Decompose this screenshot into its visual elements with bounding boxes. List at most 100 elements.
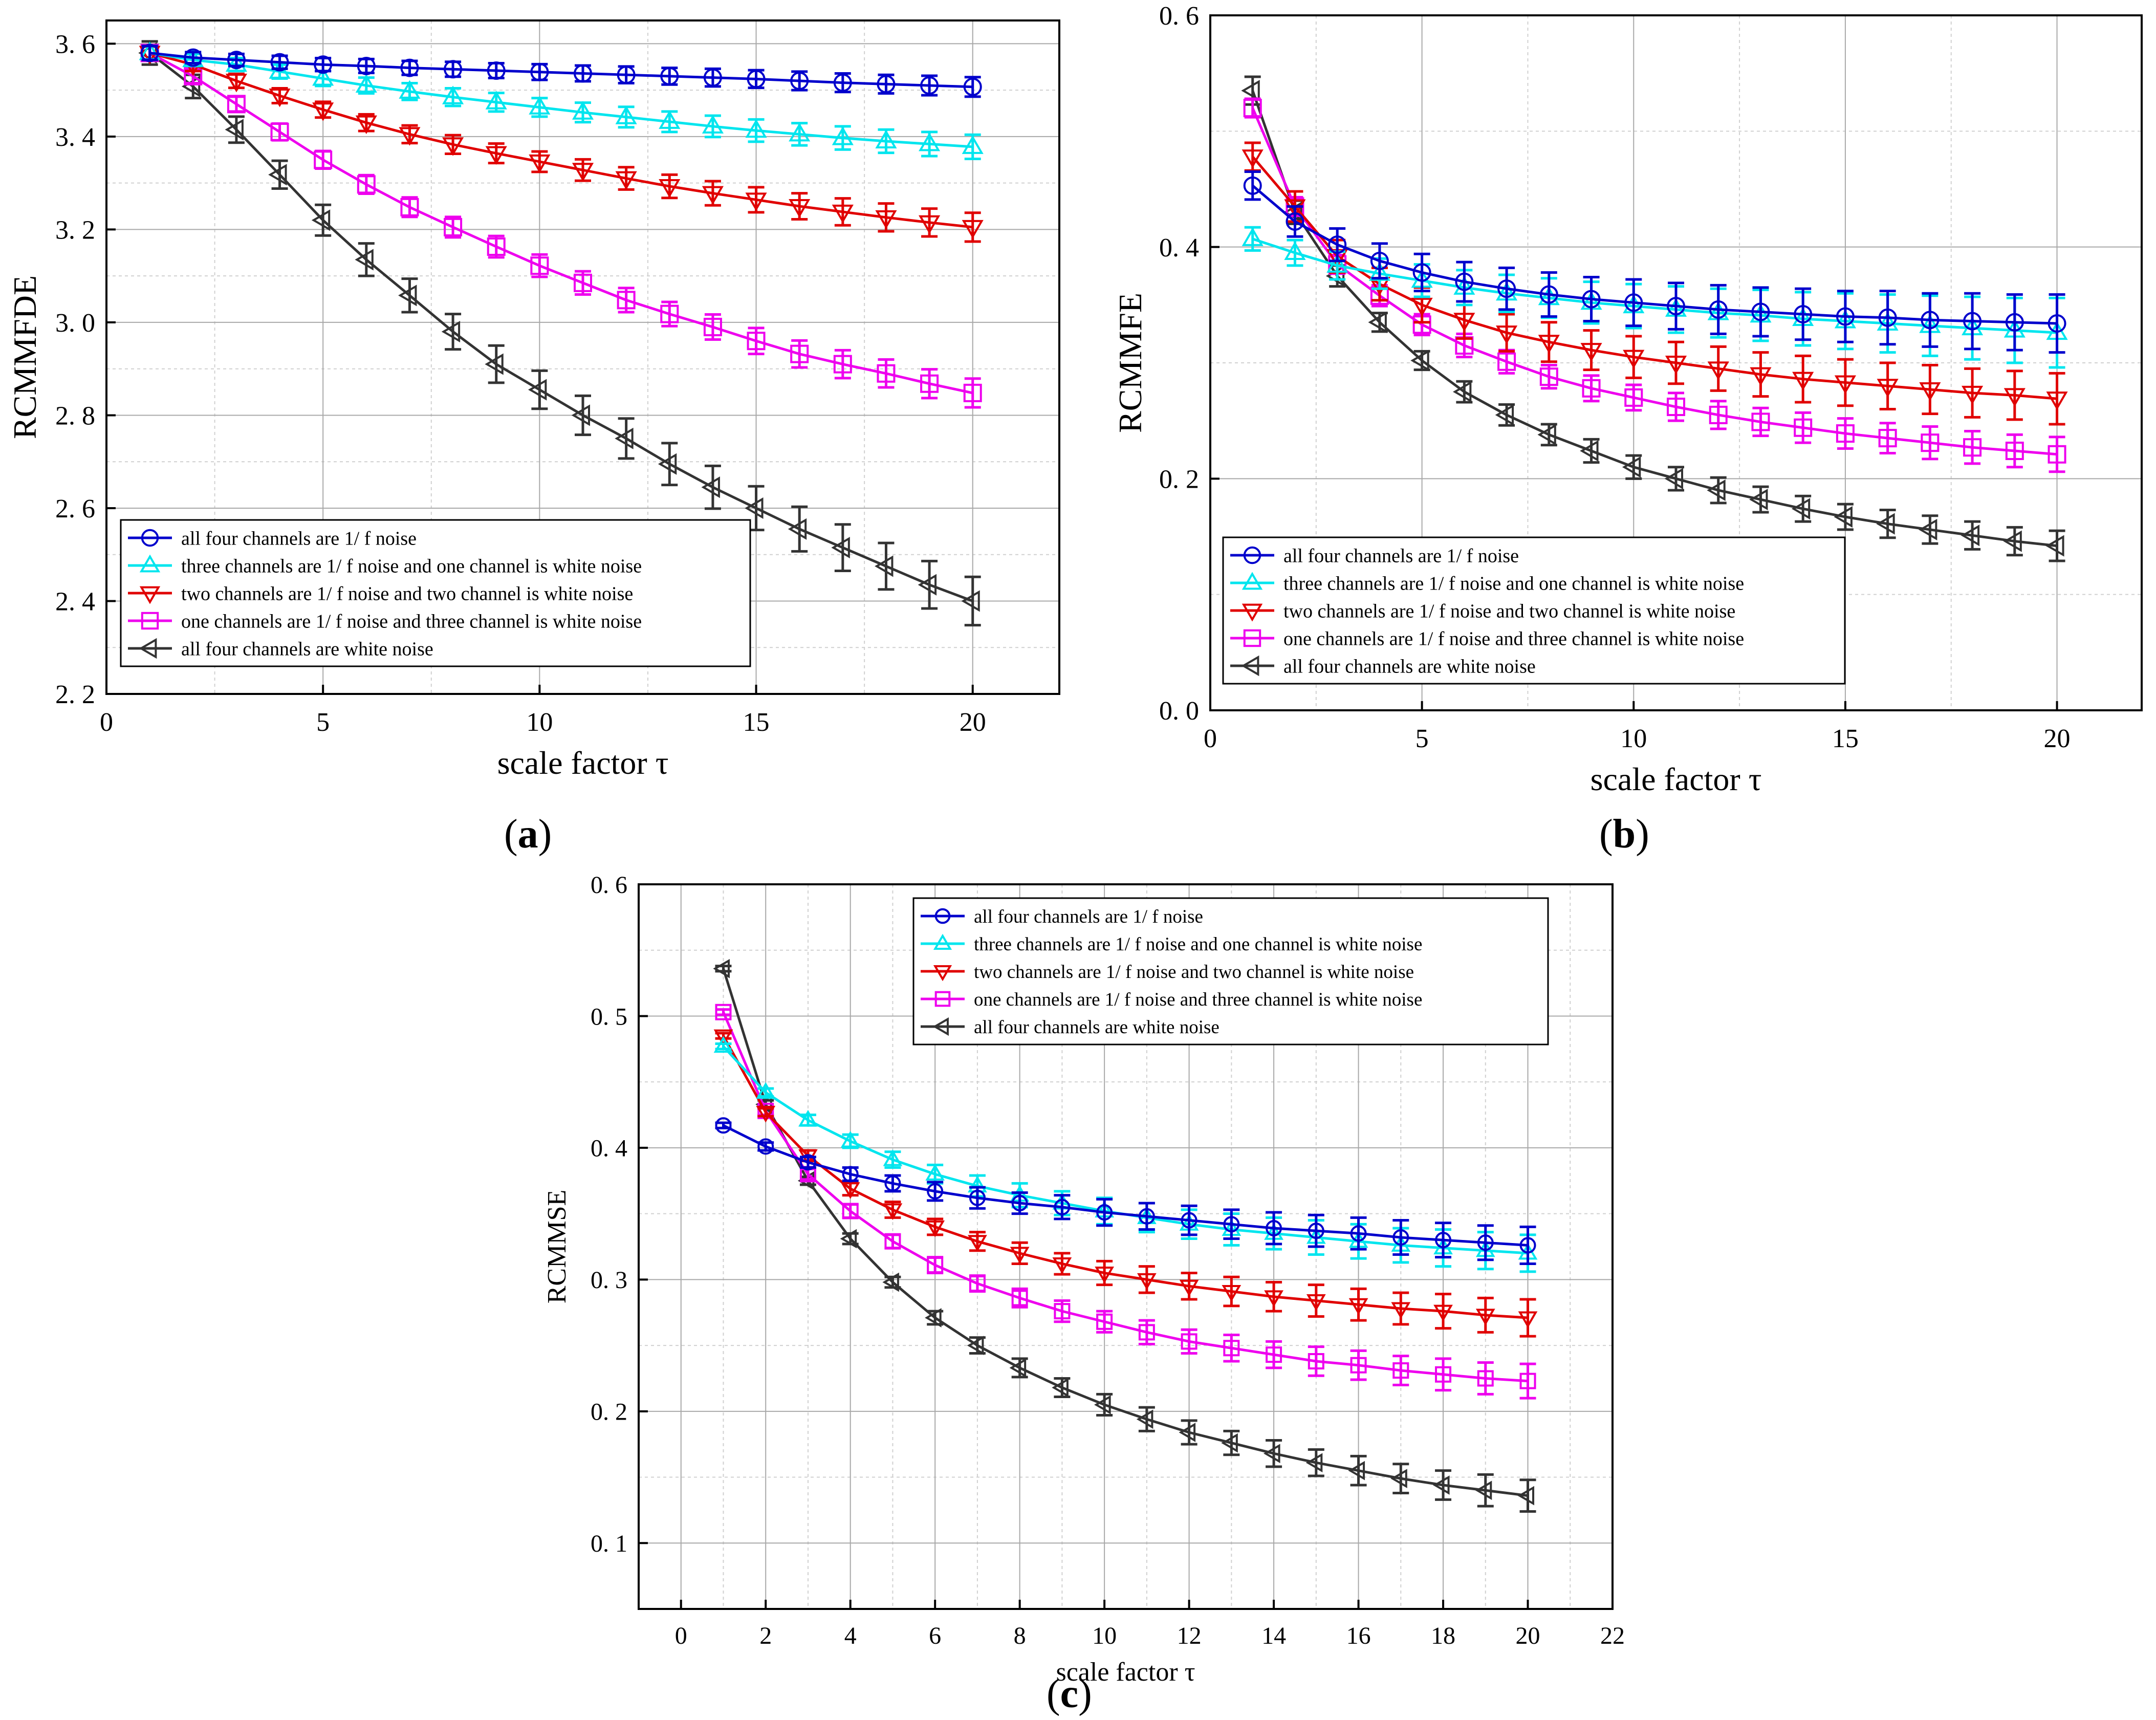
chart-c-point	[715, 1004, 732, 1020]
chart-c-point	[1517, 1486, 1535, 1506]
chart-panel-c: 0 2 4 6 8 10 12 14 16 18 20 22 0. 1 0. 2 0. 3 0. 4 0. 5 0…	[537, 850, 1638, 1720]
chart-a-point	[530, 62, 549, 81]
chart-c-point	[1391, 1302, 1411, 1319]
chart-c-point	[967, 1336, 984, 1355]
chart-b-point	[1580, 440, 1599, 462]
chart-b-svg: 0 5 10 15 20 0. 0 0. 2 0. 4 0. 6 scale factor τ RC…	[1112, 2, 2143, 797]
chart-c-point	[925, 1220, 945, 1237]
chart-c-point	[969, 1275, 986, 1292]
chart-c-frame	[638, 883, 1614, 1610]
chart-a-y-tick-label: 2. 4	[55, 587, 95, 617]
chart-b-legend-marker	[1241, 655, 1259, 677]
chart-c-point	[1223, 1340, 1240, 1357]
chart-c-y-tick-label: 0. 4	[591, 1135, 627, 1162]
chart-c-point	[1222, 1285, 1242, 1302]
chart-c-x-tick-label: 12	[1177, 1622, 1202, 1649]
chart-b-point	[1286, 212, 1304, 231]
chart-b-point	[2046, 391, 2068, 410]
chart-b-point	[1791, 498, 1811, 520]
chart-b-point	[1707, 479, 1726, 502]
chart-a-legend-marker	[139, 586, 161, 604]
chart-b-x-tick-label: 20	[2044, 724, 2071, 753]
chart-a-point	[875, 129, 897, 148]
chart-a-point	[530, 256, 549, 275]
chart-a-point	[487, 61, 506, 80]
chart-c-point	[1136, 1409, 1153, 1429]
chart-a-x-tick-label: 15	[743, 708, 770, 737]
chart-a-point	[745, 119, 767, 138]
chart-a-point	[312, 102, 334, 121]
chart-b-point	[1410, 350, 1429, 372]
chart-b-point	[1453, 313, 1475, 332]
chart-a-point	[355, 115, 377, 135]
chart-a-point	[270, 53, 289, 72]
chart-a-point	[225, 119, 244, 141]
chart-b-legend-marker	[1242, 603, 1263, 622]
chart-c-point	[884, 1175, 901, 1192]
chart-c-legend-label: all four channels are 1/ f noise	[974, 906, 1203, 927]
chart-b-legend-label: one channels are 1/ f noise and three ch…	[1283, 628, 1744, 649]
chart-a-point	[485, 91, 507, 110]
chart-c-point	[1519, 1373, 1536, 1389]
chart-a-point	[703, 68, 722, 87]
chart-c-point	[1432, 1475, 1450, 1495]
chart-b-point	[1921, 433, 1940, 452]
chart-c-point	[713, 959, 730, 978]
chart-c-legend-marker	[933, 965, 952, 982]
chart-b-legend-marker	[1243, 629, 1261, 647]
chart-b-point	[1919, 382, 1941, 401]
chart-c-point	[1435, 1232, 1452, 1249]
chart-a-y-tick-label: 3. 4	[55, 123, 95, 152]
chart-c-point	[1477, 1370, 1494, 1387]
chart-a-point	[574, 273, 592, 292]
chart-a-series-5	[138, 40, 981, 627]
chart-a-point	[877, 75, 896, 94]
chart-c-x-tick-label: 16	[1346, 1622, 1371, 1649]
chart-c-legend-marker	[932, 1017, 949, 1036]
chart-a-point	[962, 135, 984, 154]
chart-c-point	[757, 1102, 774, 1119]
chart-c-point	[1475, 1309, 1495, 1325]
chart-c-point	[1096, 1204, 1113, 1221]
chart-a-y-tick-label: 3. 6	[55, 30, 95, 59]
chart-a-point	[919, 133, 941, 151]
chart-b-point	[1709, 300, 1728, 319]
chart-b-point	[1836, 424, 1855, 443]
chart-b-point	[2045, 535, 2064, 557]
chart-a-y-tick-label: 2. 6	[55, 494, 95, 524]
chart-c-point	[1266, 1220, 1282, 1236]
chart-b-point	[1623, 350, 1645, 369]
chart-c-x-tick-label: 20	[1516, 1622, 1540, 1649]
chart-a-point	[962, 220, 984, 239]
chart-c-x-tick-label: 6	[929, 1622, 941, 1649]
chart-b-point	[2048, 445, 2066, 464]
chart-a-point	[875, 555, 894, 577]
chart-a-point	[832, 204, 854, 224]
chart-a-point	[399, 127, 421, 146]
chart-a-point	[225, 53, 247, 72]
chart-a-point	[225, 73, 247, 93]
chart-c-point	[1350, 1357, 1367, 1374]
chart-b-point	[2003, 388, 2026, 407]
chart-c-point	[1221, 1433, 1238, 1453]
chart-c-point	[1392, 1229, 1409, 1246]
chart-a-y-tick-label: 2. 2	[55, 680, 95, 709]
chart-b-point	[2003, 530, 2022, 552]
chart-b-point	[1665, 356, 1687, 375]
chart-c-legend: all four channels are 1/ f noise three ch…	[912, 897, 1549, 1046]
chart-a-point	[615, 171, 637, 190]
chart-b-point	[1664, 468, 1683, 490]
chart-c-x-tick-label: 0	[675, 1622, 687, 1649]
chart-b-y-tick-label: 0. 6	[1159, 2, 1199, 31]
chart-a-x-tick-label: 0	[100, 708, 113, 737]
chart-c-legend-label: two channels are 1/ f noise and two chan…	[974, 962, 1414, 983]
chart-a-legend-marker	[141, 529, 159, 547]
chart-a-point	[617, 66, 636, 84]
chart-b-point	[1582, 379, 1601, 398]
chart-b-series-1	[1243, 170, 2066, 354]
chart-c-point	[713, 1029, 733, 1047]
chart-b-legend: all four channels are 1/ f noise three ch…	[1222, 536, 1846, 685]
chart-b-y-tick-label: 0. 4	[1159, 233, 1199, 263]
chart-c-point	[1350, 1225, 1367, 1242]
chart-b-point	[1452, 381, 1472, 403]
